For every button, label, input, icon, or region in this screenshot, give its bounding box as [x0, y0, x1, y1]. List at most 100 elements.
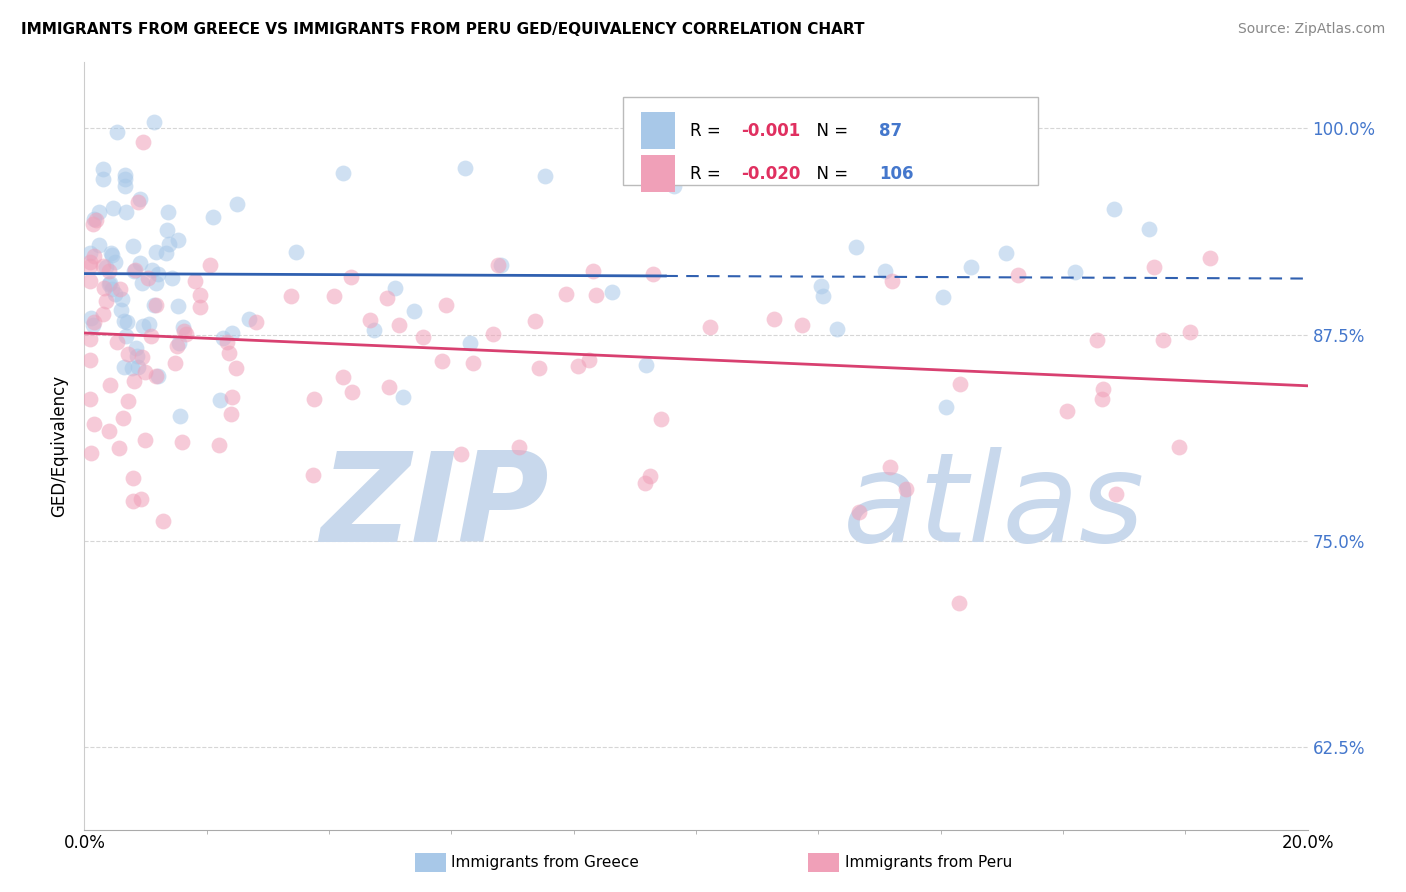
Point — [845, 240, 868, 254]
Point — [190, 300, 212, 314]
Point — [112, 359, 135, 374]
Point — [450, 447, 472, 461]
Point — [384, 281, 406, 295]
Point — [141, 262, 163, 277]
Point — [93, 281, 115, 295]
Point — [125, 349, 148, 363]
Text: atlas: atlas — [842, 447, 1144, 568]
Point — [402, 303, 425, 318]
Point — [1105, 487, 1128, 501]
Point — [145, 244, 167, 259]
Point — [201, 210, 224, 224]
Point — [108, 282, 131, 296]
Point — [486, 258, 509, 272]
Point — [221, 407, 243, 421]
Point — [117, 347, 139, 361]
Text: Source: ZipAtlas.com: Source: ZipAtlas.com — [1237, 22, 1385, 37]
Point — [375, 291, 398, 305]
Point — [101, 201, 124, 215]
Point — [1007, 268, 1029, 282]
Point — [931, 290, 953, 304]
Point — [454, 161, 477, 176]
Point — [481, 326, 503, 341]
Point — [567, 359, 589, 373]
Point — [894, 482, 917, 496]
Point — [84, 213, 107, 227]
Point — [114, 178, 136, 193]
Point — [948, 596, 970, 610]
Point — [198, 258, 221, 272]
Text: 106: 106 — [880, 165, 914, 183]
Point — [79, 392, 101, 406]
Point — [148, 369, 170, 384]
Point — [132, 318, 155, 333]
Point — [600, 285, 623, 299]
Point — [1142, 260, 1164, 274]
Point — [114, 205, 136, 219]
Point — [1092, 383, 1115, 397]
Point — [582, 264, 605, 278]
Point — [1091, 392, 1114, 406]
Point — [634, 475, 657, 490]
Y-axis label: GED/Equivalency: GED/Equivalency — [51, 375, 69, 517]
Point — [134, 433, 156, 447]
Point — [131, 276, 153, 290]
Point — [117, 394, 139, 409]
Point — [662, 179, 685, 194]
Text: N =: N = — [806, 165, 853, 183]
Point — [640, 468, 662, 483]
Point — [208, 393, 231, 408]
Point — [285, 245, 308, 260]
Point — [280, 289, 302, 303]
Point — [578, 353, 600, 368]
Point — [105, 334, 128, 349]
Point — [935, 401, 957, 415]
Point — [156, 223, 179, 237]
Point — [430, 354, 453, 368]
Point — [87, 237, 110, 252]
Point — [948, 376, 970, 391]
Point — [388, 318, 411, 332]
Point — [880, 274, 903, 288]
Point — [145, 368, 167, 383]
Point — [79, 274, 101, 288]
Point — [163, 356, 186, 370]
Point — [131, 350, 153, 364]
Point — [122, 471, 145, 485]
Point — [238, 312, 260, 326]
Point — [115, 329, 138, 343]
Point — [129, 255, 152, 269]
Point — [93, 260, 115, 274]
Point — [825, 322, 848, 336]
Text: Immigrants from Peru: Immigrants from Peru — [845, 855, 1012, 870]
Point — [1178, 325, 1201, 339]
Point — [98, 424, 121, 438]
Point — [79, 353, 101, 368]
Point — [188, 288, 211, 302]
Text: N =: N = — [806, 121, 853, 140]
Point — [1102, 202, 1125, 216]
Point — [121, 239, 143, 253]
Point — [1152, 333, 1174, 347]
Point — [434, 298, 457, 312]
Point — [104, 287, 127, 301]
Point — [83, 249, 105, 263]
FancyBboxPatch shape — [623, 97, 1039, 186]
Point — [792, 318, 814, 333]
Point — [152, 514, 174, 528]
Point — [79, 246, 101, 260]
Point — [100, 246, 122, 260]
Point — [524, 314, 547, 328]
Point — [323, 289, 346, 303]
Point — [91, 162, 114, 177]
Point — [115, 315, 138, 329]
Point — [167, 299, 190, 313]
Point — [141, 329, 163, 343]
Point — [304, 392, 326, 406]
Point — [221, 326, 243, 340]
Point — [94, 293, 117, 308]
Point — [811, 288, 834, 302]
Point — [527, 361, 550, 376]
Point — [98, 277, 121, 291]
Point — [132, 135, 155, 149]
